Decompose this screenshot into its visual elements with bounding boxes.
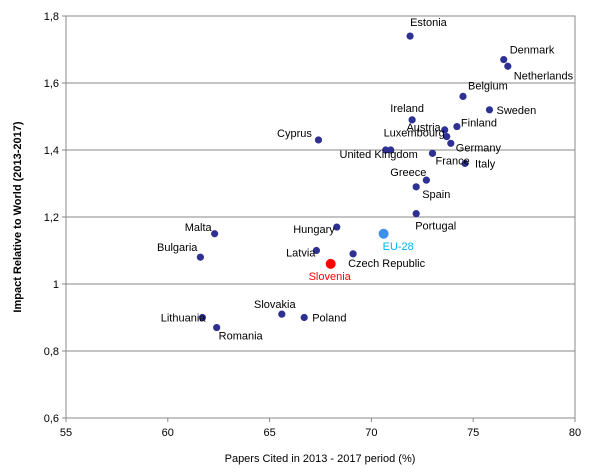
x-tick-label: 55 [60, 427, 72, 439]
point-label-latvia: Latvia [286, 248, 316, 260]
y-tick-label: 0,6 [44, 413, 59, 425]
point-label-romania: Romania [219, 331, 264, 343]
point-label-poland: Poland [312, 313, 346, 325]
point-label-luxembourg: Luxembourg [384, 128, 445, 140]
data-point-poland [300, 313, 308, 322]
gridlines [66, 82, 575, 352]
point-label-slovenia: Slovenia [309, 271, 352, 283]
point-label-ireland: Ireland [390, 103, 424, 115]
data-point-cyprus [314, 136, 323, 144]
data-point-estonia [406, 32, 414, 40]
point-label-estonia: Estonia [410, 17, 448, 29]
data-point-ireland [408, 116, 416, 124]
data-point-austria [441, 126, 449, 134]
y-tick-label: 1,2 [44, 212, 59, 224]
data-point-greece [422, 176, 430, 184]
y-tick-label: 1 [53, 279, 59, 291]
y-tick-label: 1,4 [44, 145, 59, 157]
y-tick-label: 1,8 [44, 11, 59, 23]
data-point-united-kingdom [382, 146, 390, 154]
data-point-latvia [312, 246, 321, 255]
point-label-bulgaria: Bulgaria [157, 242, 198, 254]
point-label-hungary: Hungary [293, 224, 335, 236]
x-tick-label: 80 [569, 427, 581, 439]
data-points [196, 32, 512, 332]
data-point-germany [447, 139, 455, 147]
data-point-eu-28 [378, 228, 389, 239]
point-label-austria: Austria [406, 122, 441, 134]
data-point-czech-republic [349, 250, 357, 258]
data-point-bulgaria [196, 253, 204, 261]
y-axis-ticks: 0,6 0,8 1 1,2 1,4 1,6 1,8 [44, 11, 66, 425]
point-label-france: France [435, 155, 469, 167]
point-label-czech-republic: Czech Republic [348, 258, 426, 270]
point-label-spain: Spain [422, 189, 450, 201]
y-axis-title: Impact Relative to World (2013-2017) [12, 121, 24, 312]
point-label-belgium: Belgium [468, 80, 508, 92]
data-point-slovakia [278, 310, 286, 318]
data-point-luxembourg [443, 133, 451, 141]
point-label-slovakia: Slovakia [254, 299, 296, 311]
x-axis-title: Papers Cited in 2013 - 2017 period (%) [225, 453, 416, 465]
y-tick-label: 0,8 [44, 346, 59, 358]
point-label-italy: Italy [475, 158, 496, 170]
point-label-germany: Germany [456, 142, 502, 154]
y-tick-label: 1,6 [44, 78, 59, 90]
data-point-spain [412, 183, 420, 191]
x-tick-label: 70 [365, 427, 377, 439]
x-tick-label: 65 [263, 427, 275, 439]
data-point-italy [461, 159, 469, 167]
x-tick-label: 60 [162, 427, 174, 439]
data-point-netherlands [504, 62, 512, 70]
data-point-portugal [412, 210, 420, 218]
point-label-sweden: Sweden [496, 105, 536, 117]
data-point-france [428, 149, 437, 157]
point-label-lithuania: Lithuania [161, 313, 207, 325]
data-point-slovenia [325, 258, 336, 269]
data-point-malta [211, 230, 219, 238]
point-label-united-kingdom: United Kingdom [340, 149, 418, 161]
point-label-eu-28: EU-28 [383, 241, 414, 253]
data-point-finland [453, 122, 461, 131]
point-label-netherlands: Netherlands [514, 70, 574, 82]
point-labels: Estonia Denmark Netherlands Belgium Sweden Ir… [157, 17, 574, 342]
point-label-greece: Greece [390, 167, 426, 179]
point-label-denmark: Denmark [510, 45, 555, 57]
data-point-hungary [333, 223, 341, 231]
point-label-malta: Malta [185, 222, 213, 234]
data-point-sweden [485, 106, 494, 114]
point-label-portugal: Portugal [415, 221, 456, 233]
point-label-cyprus: Cyprus [277, 128, 312, 140]
point-label-finland: Finland [461, 118, 497, 130]
x-axis-ticks: 55 60 65 70 75 80 [60, 418, 581, 439]
x-tick-label: 75 [467, 427, 479, 439]
data-point-belgium [459, 92, 467, 100]
data-point-lithuania [198, 313, 207, 322]
data-point-romania [213, 323, 221, 332]
data-point-denmark [500, 55, 508, 64]
data-point [387, 146, 395, 154]
